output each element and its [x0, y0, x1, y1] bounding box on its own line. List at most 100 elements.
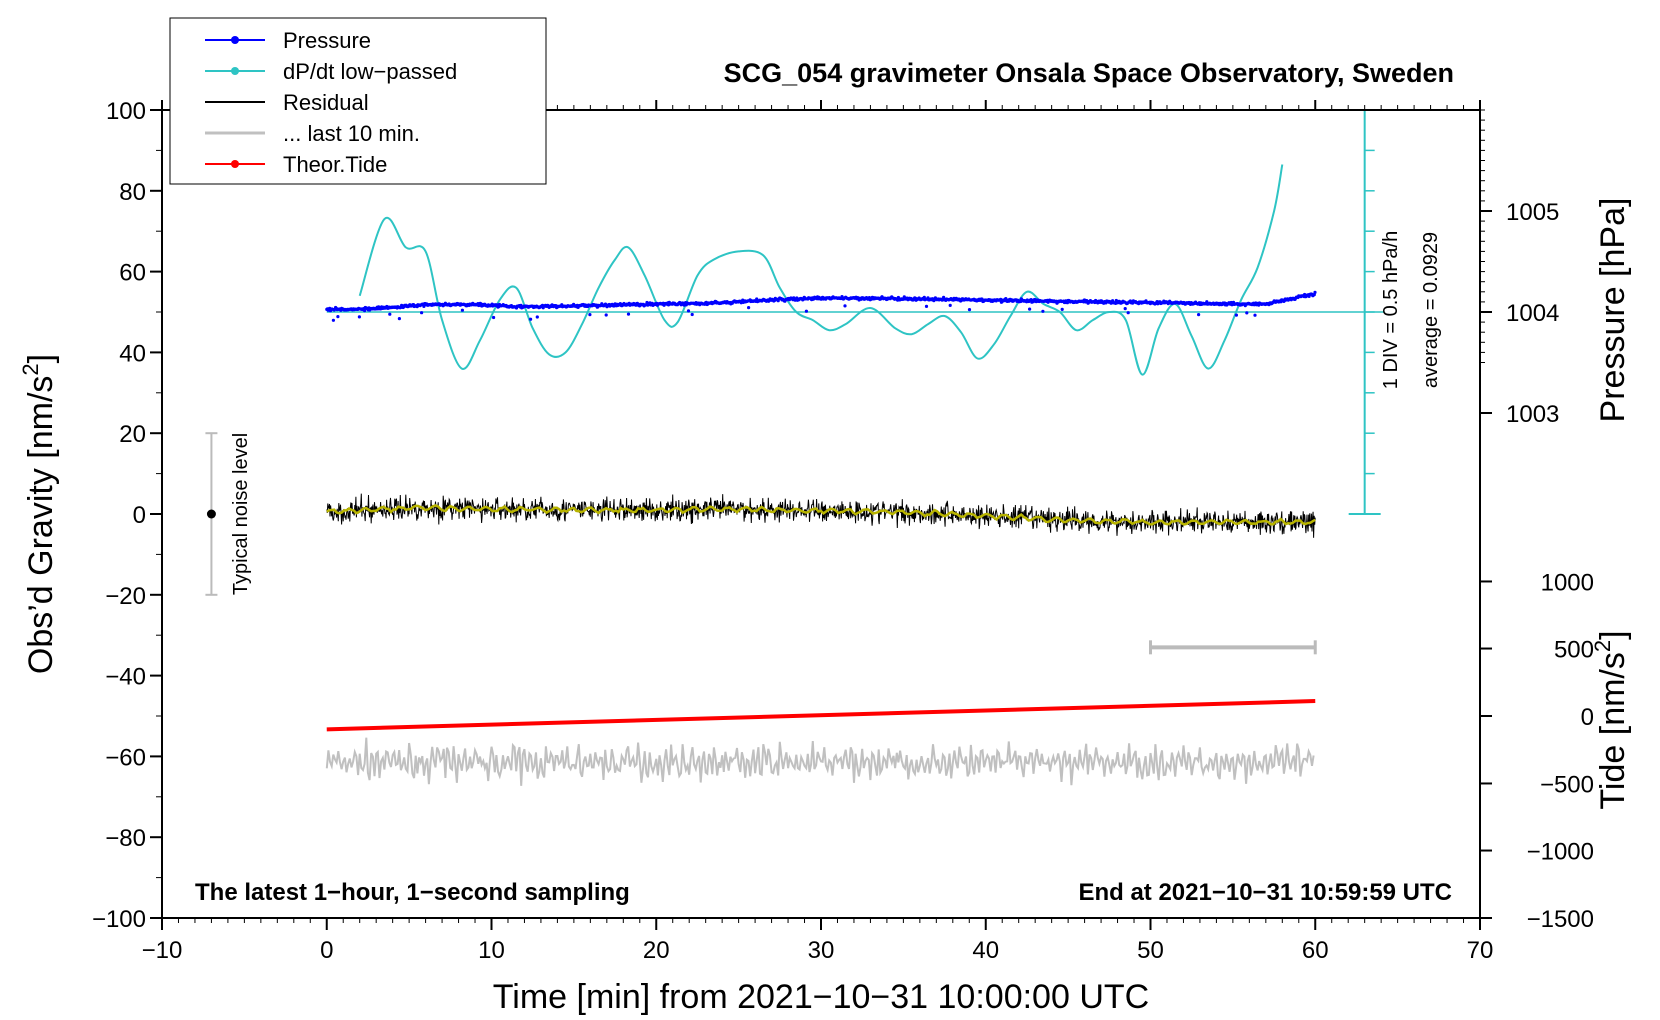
x-tick-label: 30: [808, 937, 835, 964]
y-tick-label: −60: [105, 744, 146, 771]
pressure-tick-label: 1005: [1506, 199, 1559, 226]
pressure-point: [924, 304, 929, 308]
noise-level-label: Typical noise level: [230, 433, 252, 595]
series-dpdt-low-passed: [358, 164, 1284, 376]
y-axis-label: Obs’d Gravity [nm/s2]: [18, 354, 60, 674]
legend-item: Residual: [205, 90, 369, 115]
noise-bar-center: [206, 509, 216, 519]
footer-right: End at 2021−10−31 10:59:59 UTC: [1078, 879, 1452, 906]
pressure-point: [422, 304, 426, 308]
y-tick-label: 100: [106, 98, 146, 125]
pressure-point: [492, 315, 496, 320]
pressure-point: [1060, 307, 1064, 311]
pressure-tick-label: 1003: [1506, 401, 1559, 428]
tide-axis-label: Tide [nm/s2]: [1590, 630, 1632, 809]
pressure-point: [397, 317, 401, 321]
pressure-point: [1253, 313, 1257, 317]
y-tick-label: 60: [119, 260, 146, 287]
scale-bar-text-average: average = 0.0929: [1420, 232, 1442, 388]
legend: Pressure dP/dt low−passed Residual ... last…: [169, 17, 547, 185]
pressure-point: [1313, 290, 1317, 294]
axis-ticks-layer: −10 0 10 20 30 40 50 60 70−100−80−60−40−20020406…: [92, 98, 1594, 964]
legend-label: Pressure: [283, 28, 371, 53]
y-tick-label: −100: [92, 906, 146, 933]
series-last-10-min: [325, 737, 1315, 786]
series-layer: [325, 110, 1385, 786]
x-tick-label: 20: [643, 937, 670, 964]
pressure-point: [747, 306, 751, 310]
legend-swatch-marker: [231, 36, 239, 44]
legend-item: ... last 10 min.: [205, 121, 420, 146]
series-pressure: [325, 290, 1317, 322]
series-residual-smoothed: [326, 504, 1316, 526]
y-tick-label: −80: [105, 825, 146, 852]
y-tick-label: 40: [119, 340, 146, 367]
pressure-point: [529, 317, 533, 321]
series-theor-tide: [326, 699, 1316, 732]
legend-item: dP/dt low−passed: [205, 59, 457, 84]
pressure-point: [604, 313, 608, 317]
tide-tick-label: 0: [1581, 704, 1594, 731]
pressure-point: [1041, 309, 1045, 313]
tide-tick-label: −500: [1540, 771, 1594, 798]
legend-label: Residual: [283, 90, 369, 115]
pressure-point: [1197, 313, 1201, 317]
series-residual: [326, 493, 1316, 538]
legend-item: Theor.Tide: [205, 152, 387, 177]
pressure-point: [363, 309, 367, 313]
pressure-point: [896, 295, 901, 300]
y-tick-label: −20: [105, 583, 146, 610]
legend-swatch-marker: [231, 160, 239, 168]
tide-tick-label: 500: [1554, 637, 1594, 664]
x-tick-label: 50: [1137, 937, 1164, 964]
x-tick-label: 70: [1467, 937, 1494, 964]
pressure-axis-label: Pressure [hPa]: [1594, 198, 1632, 423]
x-tick-label: 60: [1302, 937, 1329, 964]
pressure-point: [388, 312, 392, 316]
pressure-point: [804, 309, 809, 313]
tide-tick-label: 1000: [1541, 569, 1594, 596]
pressure-point: [1028, 307, 1032, 311]
legend-label: Theor.Tide: [283, 152, 387, 177]
pressure-tick-label: 1004: [1506, 300, 1559, 327]
plot-frame: [161, 109, 1481, 919]
legend-item: Pressure: [205, 28, 371, 53]
pressure-point: [357, 315, 361, 319]
pressure-point: [1126, 311, 1130, 315]
pressure-point: [420, 311, 424, 315]
legend-label: ... last 10 min.: [283, 121, 420, 146]
tide-tick-label: −1000: [1527, 839, 1594, 866]
pressure-point: [690, 312, 694, 317]
pressure-point: [686, 309, 691, 313]
scale-bar-layer: [326, 110, 1385, 515]
scale-bar-text-div: 1 DIV = 0.5 hPa/h: [1380, 231, 1402, 389]
pressure-point: [1245, 311, 1249, 315]
pressure-point: [331, 318, 335, 322]
pressure-point: [535, 315, 539, 319]
pressure-point: [1234, 313, 1238, 317]
annotation-layer: [205, 432, 1317, 655]
pressure-point: [626, 312, 631, 316]
legend-swatch-marker: [231, 67, 239, 75]
chart-title: SCG_054 gravimeter Onsala Space Observat…: [724, 58, 1454, 88]
y-tick-label: 0: [133, 502, 146, 529]
pressure-point: [843, 304, 847, 308]
y-tick-label: 80: [119, 179, 146, 206]
legend-label: dP/dt low−passed: [283, 59, 457, 84]
pressure-point: [948, 303, 952, 307]
pressure-point: [1123, 307, 1127, 311]
x-axis-label: Time [min] from 2021−10−31 10:00:00 UTC: [493, 978, 1149, 1016]
pressure-point: [460, 308, 464, 312]
pressure-point: [336, 315, 340, 319]
x-tick-label: 10: [478, 937, 505, 964]
x-tick-label: 40: [972, 937, 999, 964]
x-tick-label: −10: [142, 937, 183, 964]
legend-items: Pressure dP/dt low−passed Residual ... last…: [205, 28, 457, 177]
footer-left: The latest 1−hour, 1−second sampling: [195, 879, 630, 906]
x-tick-label: 0: [320, 937, 333, 964]
tide-tick-label: −1500: [1527, 906, 1594, 933]
pressure-point: [967, 308, 972, 312]
y-tick-label: −40: [105, 664, 146, 691]
pressure-point: [588, 313, 592, 317]
